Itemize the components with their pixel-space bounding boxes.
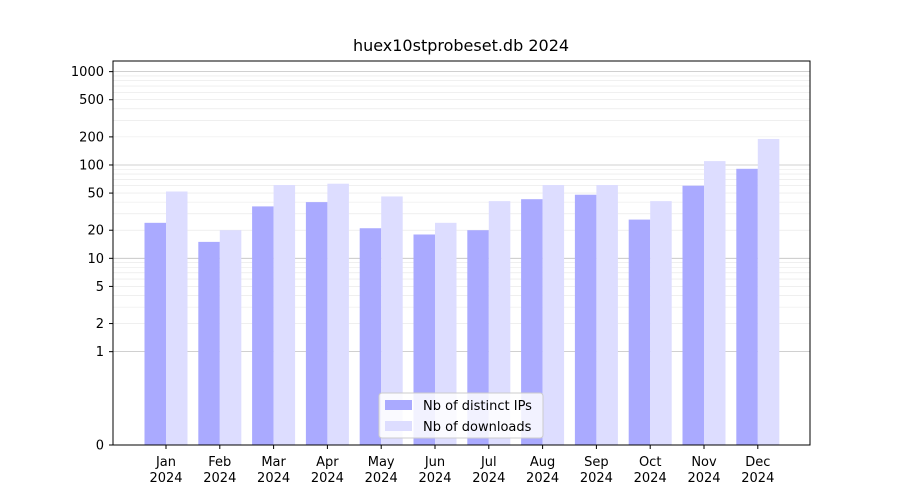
x-tick-label: Jun 2024 <box>418 455 451 486</box>
bar-distinct-ips <box>574 194 597 445</box>
legend-label: Nb of downloads <box>423 420 532 435</box>
x-tick-label: Dec 2024 <box>741 455 774 486</box>
x-tick-label: May 2024 <box>365 455 398 486</box>
legend-box <box>378 392 544 439</box>
bar-downloads <box>596 185 618 445</box>
legend-label: Nb of distinct IPs <box>423 399 532 414</box>
x-tick-label: Oct 2024 <box>634 455 667 486</box>
bar-distinct-ips <box>305 202 328 445</box>
y-tick-label: 100 <box>79 158 104 173</box>
x-tick-label: Sep 2024 <box>580 455 613 486</box>
y-tick-label: 20 <box>87 224 104 239</box>
y-tick-label: 200 <box>79 130 104 145</box>
bar-downloads <box>542 185 565 445</box>
bar-distinct-ips <box>628 219 651 445</box>
bar-distinct-ips <box>359 228 382 445</box>
bar-distinct-ips <box>467 230 489 445</box>
y-tick-label: 0 <box>96 439 104 454</box>
legend-swatch <box>385 421 412 431</box>
bar-distinct-ips <box>736 168 758 446</box>
y-tick-label: 50 <box>87 187 104 202</box>
x-tick-label: Jul 2024 <box>472 455 505 486</box>
y-tick-label: 5 <box>96 280 104 295</box>
bar-downloads <box>273 185 296 445</box>
bar-distinct-ips <box>682 185 704 445</box>
bar-downloads <box>166 191 188 445</box>
y-tick-label: 1 <box>96 345 104 360</box>
bar-downloads <box>435 222 457 445</box>
x-tick-label: Nov 2024 <box>687 455 720 486</box>
bar-downloads <box>219 230 242 445</box>
bar-downloads <box>327 183 349 445</box>
x-tick-label: Apr 2024 <box>311 455 344 486</box>
bar-downloads <box>704 161 726 446</box>
y-tick-label: 1000 <box>71 65 104 80</box>
y-tick-label: 2 <box>96 317 104 332</box>
bars <box>144 138 780 446</box>
x-axis: Jan 2024 Feb 2024 Mar 2024 Apr 2024 May 2024 Jun 20… <box>149 445 774 486</box>
x-tick-label: Aug 2024 <box>526 455 559 486</box>
legend-swatch <box>385 400 412 410</box>
y-tick-label: 500 <box>79 93 104 108</box>
bar-downloads <box>381 196 403 445</box>
plot-frame <box>112 60 811 446</box>
chart-title: huex10stprobeset.db 2024 <box>353 36 569 55</box>
bar-downloads <box>757 138 780 446</box>
y-axis: 0 1 2 5 10 20 50 100 200 500 1000 <box>71 65 113 454</box>
legend: Nb of distinct IPs Nb of downloads <box>378 392 544 439</box>
bar-downloads <box>488 201 511 445</box>
bar-distinct-ips <box>144 222 166 445</box>
x-tick-label: Mar 2024 <box>257 455 290 486</box>
bar-distinct-ips <box>252 206 274 445</box>
bar-downloads <box>650 201 672 445</box>
x-tick-label: Feb 2024 <box>203 455 236 486</box>
bar-distinct-ips <box>521 199 543 445</box>
bar-distinct-ips <box>413 234 435 445</box>
x-tick-label: Jan 2024 <box>149 455 182 486</box>
bar-distinct-ips <box>198 241 220 445</box>
y-tick-label: 10 <box>87 252 104 267</box>
